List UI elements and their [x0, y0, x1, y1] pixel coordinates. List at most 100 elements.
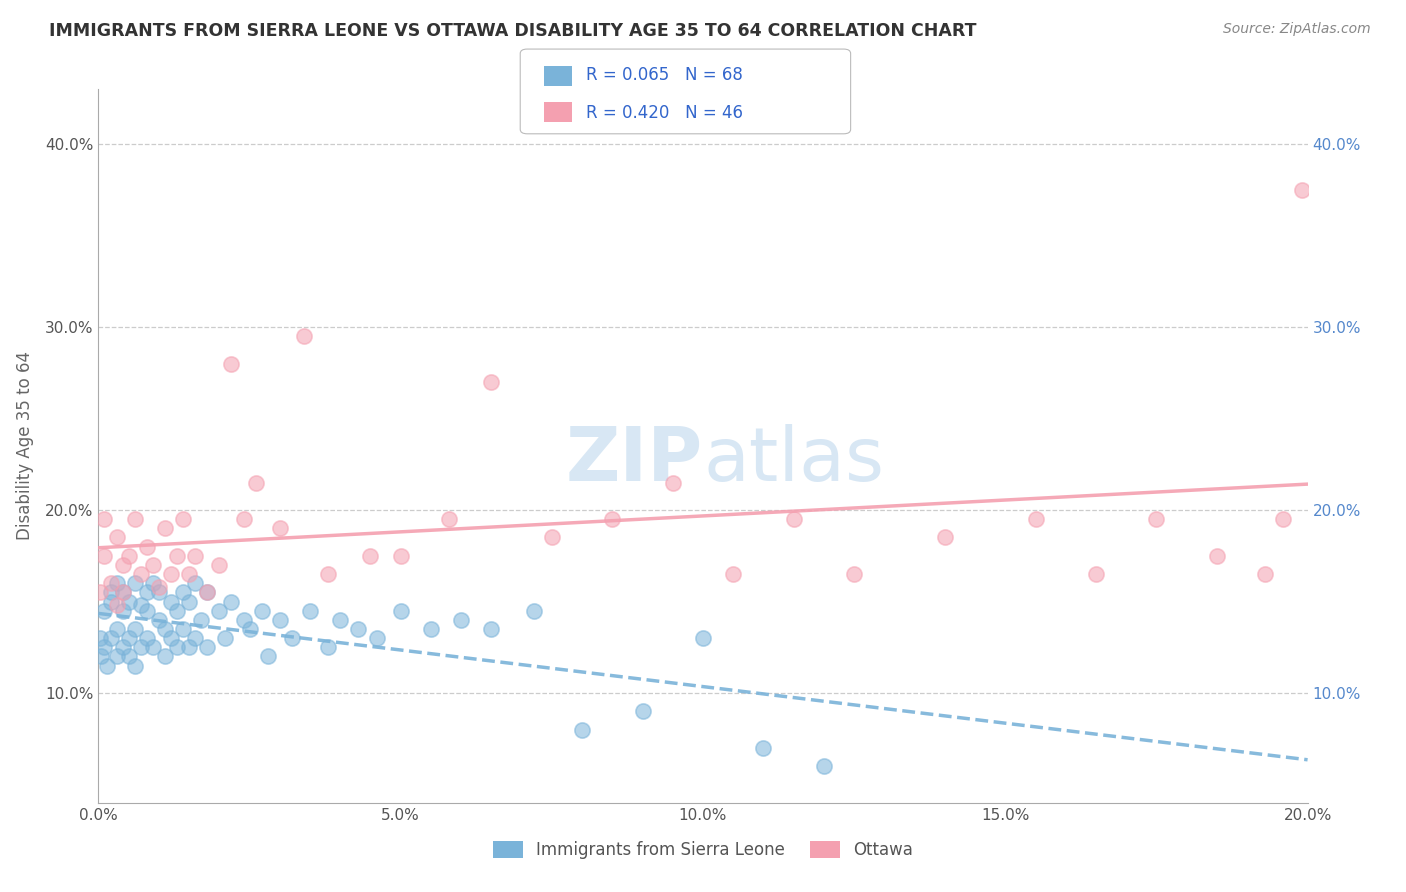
Point [602, 512, 624, 526]
Point [160, 594, 183, 608]
Point [93, 512, 115, 526]
Point [153, 649, 176, 664]
Point [184, 631, 207, 645]
Point [269, 613, 291, 627]
Text: ZIP: ZIP [565, 424, 703, 497]
Point [437, 512, 460, 526]
Point [208, 604, 231, 618]
Point [135, 604, 157, 618]
Point [232, 613, 254, 627]
Point [111, 558, 134, 572]
Point [329, 613, 352, 627]
Point [160, 631, 183, 645]
Point [389, 604, 412, 618]
Point [190, 613, 212, 627]
Point [118, 594, 141, 608]
Point [239, 622, 262, 636]
Point [232, 512, 254, 526]
Point [118, 549, 141, 563]
Point [148, 613, 170, 627]
Point [179, 567, 201, 582]
Point [135, 631, 157, 645]
Point [124, 576, 146, 591]
Point [1272, 512, 1295, 526]
Point [129, 640, 152, 655]
Point [1206, 549, 1229, 563]
Point [1024, 512, 1046, 526]
Point [89, 631, 111, 645]
Point [105, 531, 128, 545]
Text: R = 0.065   N = 68: R = 0.065 N = 68 [586, 66, 744, 84]
Point [420, 622, 443, 636]
Point [250, 604, 273, 618]
Y-axis label: Disability Age 35 to 64: Disability Age 35 to 64 [15, 351, 34, 541]
Point [299, 604, 322, 618]
Point [135, 540, 157, 554]
Point [214, 631, 236, 645]
Point [179, 640, 201, 655]
Point [153, 622, 176, 636]
Point [124, 658, 146, 673]
Text: Source: ZipAtlas.com: Source: ZipAtlas.com [1223, 22, 1371, 37]
Point [245, 475, 267, 490]
Point [135, 585, 157, 599]
Legend: Immigrants from Sierra Leone, Ottawa: Immigrants from Sierra Leone, Ottawa [486, 834, 920, 866]
Text: IMMIGRANTS FROM SIERRA LEONE VS OTTAWA DISABILITY AGE 35 TO 64 CORRELATION CHART: IMMIGRANTS FROM SIERRA LEONE VS OTTAWA D… [49, 22, 977, 40]
Point [105, 649, 128, 664]
Point [184, 549, 207, 563]
Point [93, 549, 115, 563]
Point [195, 640, 218, 655]
Point [129, 567, 152, 582]
Point [723, 567, 745, 582]
Point [692, 631, 714, 645]
Point [208, 558, 231, 572]
Point [1085, 567, 1108, 582]
Point [195, 585, 218, 599]
Point [281, 631, 304, 645]
Point [100, 631, 122, 645]
Point [118, 649, 141, 664]
Point [172, 585, 194, 599]
Point [111, 585, 134, 599]
Point [148, 580, 170, 594]
Point [1254, 567, 1277, 582]
Point [661, 475, 683, 490]
Point [142, 576, 165, 591]
Point [100, 594, 122, 608]
Point [160, 567, 183, 582]
Point [142, 640, 165, 655]
Point [1291, 183, 1313, 197]
Point [366, 631, 388, 645]
Point [166, 640, 188, 655]
Point [934, 531, 956, 545]
Point [540, 531, 562, 545]
Point [389, 549, 412, 563]
Point [316, 567, 339, 582]
Point [1144, 512, 1167, 526]
Point [813, 759, 835, 773]
Point [523, 604, 546, 618]
Point [90, 649, 112, 664]
Point [347, 622, 370, 636]
Point [129, 598, 152, 612]
Point [292, 329, 315, 343]
Point [221, 357, 243, 371]
Point [316, 640, 339, 655]
Point [752, 740, 775, 755]
Point [93, 640, 115, 655]
Point [631, 704, 654, 718]
Point [269, 521, 291, 535]
Point [172, 512, 194, 526]
Point [221, 594, 243, 608]
Point [100, 576, 122, 591]
Point [89, 585, 111, 599]
Point [179, 594, 201, 608]
Point [360, 549, 382, 563]
Point [783, 512, 806, 526]
Point [124, 622, 146, 636]
Point [111, 585, 134, 599]
Point [153, 521, 176, 535]
Point [166, 549, 188, 563]
Point [96, 658, 118, 673]
Point [142, 558, 165, 572]
